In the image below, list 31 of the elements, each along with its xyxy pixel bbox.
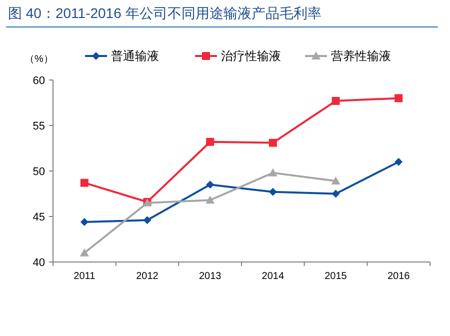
point	[206, 196, 215, 204]
point	[268, 168, 278, 176]
point	[206, 138, 214, 146]
point	[80, 248, 89, 256]
y-tick-label: 55	[32, 120, 45, 132]
point	[332, 96, 340, 105]
point	[268, 138, 277, 147]
x-tick-label: 2014	[262, 271, 284, 282]
x-tick-label: 2012	[136, 271, 159, 282]
point	[143, 216, 152, 224]
chart-title: 图 40：2011-2016 年公司不同用途输液产品毛利率	[8, 5, 322, 21]
y-tick-label: 40	[32, 256, 45, 269]
point	[332, 190, 340, 198]
y-tick-label: 45	[32, 211, 45, 224]
point	[80, 218, 88, 226]
y-tick-label: 60	[32, 74, 45, 87]
legend-label: 营养性输液	[331, 49, 391, 64]
y-tick-label: 50	[32, 166, 45, 178]
point	[268, 188, 277, 196]
x-tick-label: 2013	[198, 271, 222, 282]
point	[394, 158, 403, 166]
legend-label: 治疗性输液	[221, 49, 281, 64]
legend-label: 普通输液	[111, 49, 159, 64]
x-tick-label: 2015	[324, 271, 348, 282]
x-tick-label: 2011	[74, 271, 96, 282]
point	[394, 94, 403, 102]
y-axis-title: （%）	[24, 54, 54, 65]
point	[80, 178, 88, 187]
point	[331, 176, 340, 185]
point	[206, 180, 214, 189]
x-tick-label: 2016	[387, 271, 410, 282]
